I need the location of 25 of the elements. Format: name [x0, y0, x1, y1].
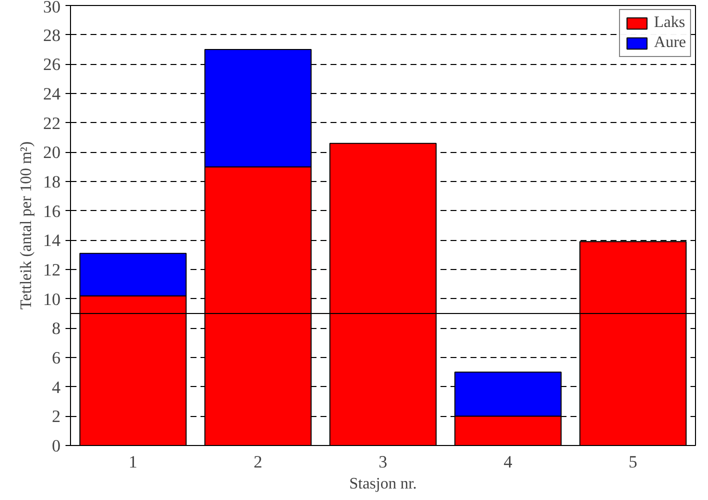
x-tick-label: 3 — [378, 452, 388, 472]
legend-label: Aure — [654, 34, 686, 52]
y-tick-label: 30 — [43, 0, 60, 16]
x-tick-label: 2 — [254, 452, 262, 472]
y-tick-label: 8 — [52, 319, 61, 338]
x-tick-label: 4 — [504, 452, 513, 472]
y-tick-label: 0 — [52, 436, 61, 456]
y-tick-label: 24 — [43, 84, 61, 104]
x-tick-label: 1 — [128, 452, 138, 472]
y-tick-label: 4 — [52, 378, 61, 397]
y-tick-label: 18 — [43, 172, 60, 192]
y-tick-label: 16 — [43, 202, 61, 221]
y-axis-title: Tettleik (antal per 100 m²) — [18, 141, 36, 310]
y-tick-label: 28 — [43, 26, 60, 45]
x-axis-title: Stasjon nr. — [349, 476, 417, 492]
y-tick-label: 2 — [52, 407, 61, 426]
y-tick-label: 6 — [52, 348, 61, 368]
y-tick-label: 12 — [43, 260, 60, 280]
legend-label: Laks — [654, 14, 686, 32]
y-tick-label: 22 — [43, 114, 60, 133]
y-tick-label: 20 — [43, 143, 60, 162]
x-tick-label: 5 — [628, 452, 638, 472]
y-tick-label: 26 — [43, 55, 61, 74]
y-tick-label: 14 — [43, 231, 61, 250]
y-tick-label: 10 — [43, 290, 60, 309]
